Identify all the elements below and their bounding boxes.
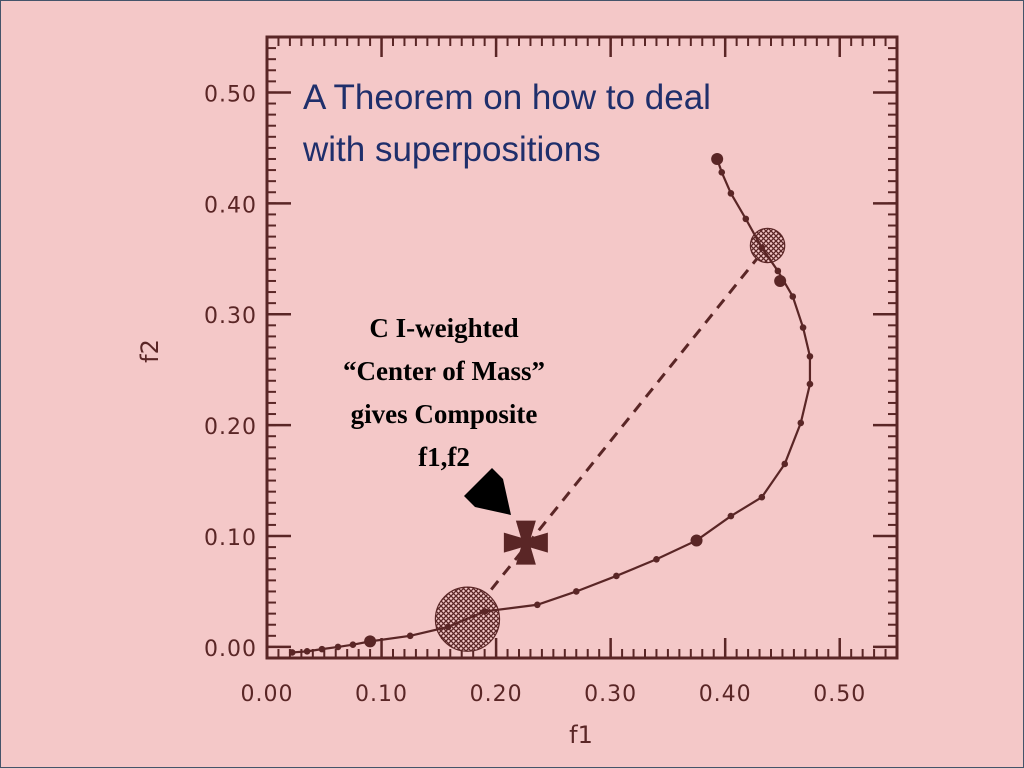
- curve-point: [799, 324, 807, 331]
- curve-point: [334, 643, 342, 651]
- curve-point: [727, 512, 735, 520]
- y-tick-label: 0.50: [204, 82, 257, 107]
- curve-point: [406, 632, 414, 640]
- composite-marker-group: [503, 520, 548, 565]
- arrow-pointer: [464, 468, 511, 515]
- major-ticks: [265, 37, 897, 658]
- curve-large-dot: [774, 274, 787, 287]
- curve-point: [718, 168, 726, 176]
- annotation-line: gives Composite: [351, 399, 538, 429]
- curve-point: [303, 648, 311, 655]
- title-line: with superpositions: [302, 130, 601, 169]
- y-tick-labels: 0.00 0.10 0.20 0.30 0.40 0.50: [204, 82, 257, 662]
- curve-point: [789, 293, 797, 300]
- curve-point: [774, 267, 782, 275]
- x-tick-label: 0.10: [355, 682, 408, 707]
- curve-point: [653, 556, 660, 563]
- y-tick-label: 0.40: [204, 193, 257, 218]
- curve-large-dot: [711, 152, 724, 165]
- annotation-line: “Center of Mass”: [343, 356, 545, 386]
- x-tick-label: 0.50: [813, 682, 866, 707]
- curve-point: [572, 588, 580, 595]
- x-tick-label: 0.20: [470, 682, 523, 707]
- curve-large-dot: [690, 534, 703, 547]
- dashed-connector-line: [466, 244, 769, 621]
- curve-point: [481, 608, 488, 615]
- x-tick-labels: 0.00 0.10 0.20 0.30 0.40 0.50: [241, 682, 866, 707]
- title-line: A Theorem on how to deal: [303, 78, 711, 117]
- annotation-line: C I-weighted: [369, 313, 518, 343]
- x-tick-label: 0.40: [699, 682, 752, 707]
- curve-point: [318, 645, 326, 653]
- annotation: C I-weighted “Center of Mass” gives Comp…: [343, 313, 545, 472]
- y-tick-label: 0.20: [204, 415, 257, 440]
- composite-cross-marker: [503, 520, 548, 565]
- x-tick-label: 0.00: [241, 682, 294, 707]
- curve-point: [727, 190, 735, 197]
- chart-title: A Theorem on how to deal with superposit…: [302, 78, 711, 169]
- y-tick-label: 0.10: [204, 526, 257, 551]
- y-tick-label: 0.30: [204, 304, 257, 329]
- x-tick-label: 0.30: [584, 682, 637, 707]
- curve-point: [806, 353, 814, 360]
- hatched-circle: [749, 227, 786, 264]
- curve-large-dot: [364, 635, 377, 648]
- curve-group: [288, 152, 814, 656]
- curve-point: [742, 215, 750, 223]
- dashed-line-group: [466, 244, 769, 621]
- annotation-line: f1,f2: [418, 442, 470, 472]
- x-axis-label: f1: [569, 721, 593, 749]
- y-axis-label: f2: [136, 339, 164, 363]
- curve-point: [797, 419, 805, 427]
- curve-point: [781, 460, 789, 468]
- curve-point: [613, 572, 620, 580]
- curve-point: [349, 641, 357, 648]
- curve-point: [806, 380, 814, 388]
- curve-point: [444, 623, 452, 631]
- y-tick-label: 0.00: [204, 637, 257, 662]
- curve-point: [758, 493, 766, 501]
- curve-line: [292, 158, 812, 654]
- curve-point: [288, 649, 296, 656]
- curve-point: [534, 601, 541, 609]
- curve-point: [758, 244, 766, 251]
- minor-ticks: [267, 37, 897, 658]
